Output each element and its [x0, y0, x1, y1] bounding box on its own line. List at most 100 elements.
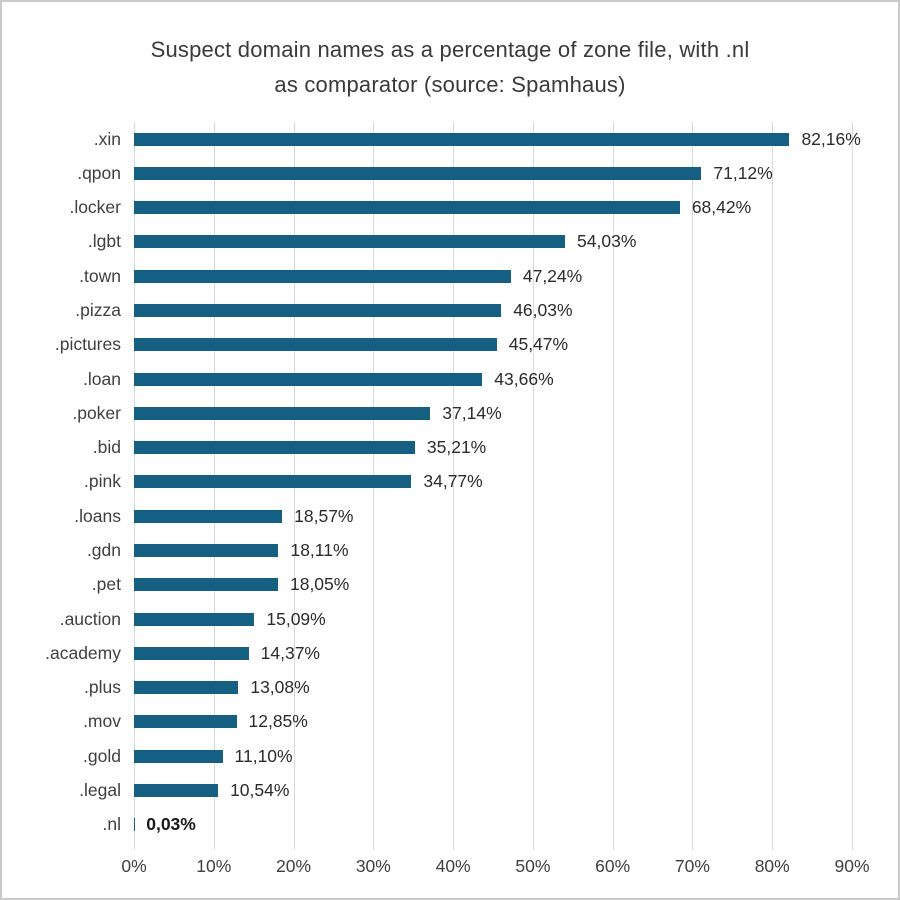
- value-label: 35,21%: [426, 437, 487, 458]
- value-label: 68,42%: [691, 197, 752, 218]
- value-label: 15,09%: [266, 608, 326, 629]
- chart-title-line-1: Suspect domain names as a percentage of …: [150, 37, 750, 62]
- category-label: .auction: [59, 608, 121, 629]
- chart-title-line-2: as comparator (source: Spamhaus): [274, 72, 626, 97]
- bar-row: .legal 10,54%: [79, 773, 852, 807]
- bar-row: .pet 18,05%: [92, 568, 852, 602]
- bar: [134, 783, 219, 797]
- bar-row: .bid 35,21%: [93, 431, 852, 465]
- value-label: 18,11%: [290, 540, 349, 561]
- bar: [134, 509, 283, 523]
- value-label: 43,66%: [494, 368, 554, 389]
- bar-row: .academy 14,37%: [45, 636, 852, 670]
- category-label: .pizza: [75, 300, 121, 321]
- x-axis-tick-label: 10%: [196, 856, 232, 876]
- value-label: 47,24%: [522, 265, 583, 286]
- bar: [134, 749, 223, 763]
- bar-row: .xin 82,16%: [94, 122, 861, 156]
- gridline: [532, 122, 534, 850]
- value-label: 34,77%: [423, 471, 483, 492]
- bar-row: .auction 15,09%: [60, 602, 852, 636]
- bar: [134, 338, 497, 352]
- bar: [134, 166, 702, 180]
- category-label: .pictures: [54, 334, 121, 355]
- bar: [134, 372, 483, 386]
- category-label: .gdn: [86, 540, 121, 561]
- category-label: .qpon: [77, 162, 121, 183]
- gridline: [453, 122, 455, 850]
- x-axis-tick-label: 60%: [595, 856, 631, 876]
- value-label: 12,85%: [248, 711, 308, 732]
- x-axis-tick-label: 70%: [674, 856, 710, 876]
- x-axis-tick-label: 0%: [121, 856, 147, 876]
- category-label: .nl: [102, 814, 121, 835]
- gridline: [772, 122, 774, 850]
- value-label: 18,05%: [289, 574, 350, 595]
- x-axis-tick-label: 90%: [834, 856, 870, 876]
- category-label: .pink: [84, 471, 121, 492]
- bar: [134, 304, 502, 318]
- bar-row: .nl 0,03%: [103, 808, 852, 842]
- value-label: 82,16%: [801, 128, 861, 149]
- value-label: 11,10%: [234, 745, 293, 766]
- category-label: .locker: [69, 197, 121, 218]
- chart-title: Suspect domain names as a percentage of …: [42, 32, 858, 102]
- bar: [134, 578, 278, 592]
- bar: [134, 715, 237, 729]
- category-label: .xin: [93, 128, 121, 149]
- category-label: .bid: [92, 437, 121, 458]
- bar-row: .poker 37,14%: [72, 396, 852, 430]
- gridline: [692, 122, 694, 850]
- category-label: .loan: [83, 368, 121, 389]
- value-label: 37,14%: [442, 402, 502, 423]
- bar: [134, 269, 511, 283]
- category-label: .legal: [79, 779, 121, 800]
- category-label: .loans: [74, 505, 121, 526]
- bar-row: .locker 68,42%: [69, 191, 852, 225]
- value-label: 45,47%: [508, 334, 569, 355]
- bar: [134, 646, 249, 660]
- bar: [134, 441, 415, 455]
- bar: [134, 201, 680, 215]
- x-axis-tick-label: 20%: [276, 856, 312, 876]
- category-label: .gold: [83, 745, 121, 766]
- bar-row: .qpon 71,12%: [77, 156, 852, 190]
- bar: [134, 235, 566, 249]
- bar: [134, 475, 412, 489]
- bar-row: .town 47,24%: [79, 259, 852, 293]
- gridline: [852, 122, 853, 850]
- bar-row: .loan 43,66%: [83, 362, 852, 396]
- x-axis-tick-label: 40%: [435, 856, 471, 876]
- bar-row: .pink 34,77%: [84, 465, 852, 499]
- bar: [134, 612, 255, 626]
- bar-row: .mov 12,85%: [83, 705, 852, 739]
- category-label: .lgbt: [87, 231, 121, 252]
- x-axis-tick-label: 80%: [754, 856, 790, 876]
- bar: [134, 681, 239, 695]
- bar-row: .lgbt 54,03%: [88, 225, 852, 259]
- category-label: .plus: [84, 677, 121, 698]
- bar-row: .loans 18,57%: [74, 499, 852, 533]
- bar: [134, 544, 279, 558]
- bar-row: .gold 11,10%: [83, 739, 852, 773]
- value-label: 46,03%: [513, 300, 573, 321]
- category-label: .poker: [72, 402, 121, 423]
- plot-area: .xin 82,16% .qpon 71,12% .locker 68,42% .lgbt 5…: [45, 122, 861, 850]
- bar: [134, 132, 790, 146]
- category-label: .mov: [83, 711, 121, 732]
- gridline: [612, 122, 614, 850]
- bar-row: .gdn 18,11%: [87, 533, 852, 567]
- x-axis-tick-label: 50%: [515, 856, 551, 876]
- value-label: 18,57%: [294, 505, 354, 526]
- category-label: .academy: [45, 642, 121, 663]
- value-label: 10,54%: [230, 779, 290, 800]
- category-label: .pet: [91, 574, 121, 595]
- bar: [134, 406, 431, 420]
- value-label: 14,37%: [260, 642, 320, 663]
- x-axis: 0% 10% 20% 30% 40% 50% 60% 70% 80% 90%: [121, 856, 869, 880]
- category-label: .town: [79, 265, 121, 286]
- x-axis-tick-label: 30%: [355, 856, 391, 876]
- value-label: 71,12%: [713, 162, 773, 183]
- value-label: 13,08%: [250, 677, 310, 698]
- value-label: 54,03%: [577, 231, 637, 252]
